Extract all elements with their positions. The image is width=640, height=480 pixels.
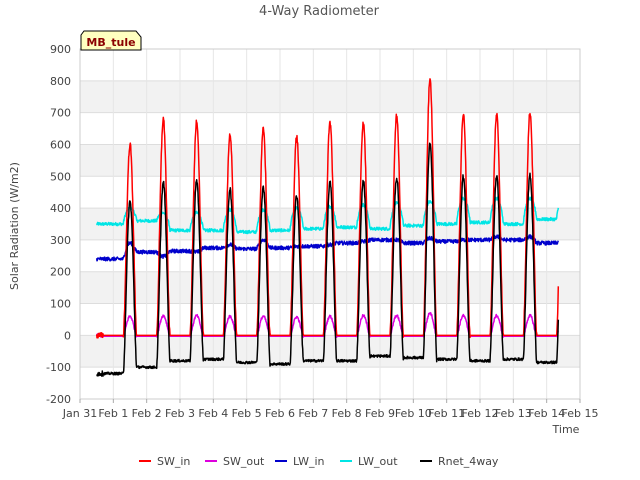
legend-item-sw-out: SW_out: [205, 455, 265, 468]
y-tick-label: 100: [50, 298, 71, 311]
plot-band: [80, 144, 580, 177]
legend-item-lw-out: LW_out: [340, 455, 398, 468]
legend-label: LW_out: [358, 455, 398, 468]
x-tick-label: Feb 11: [428, 407, 465, 420]
x-tick-label: Feb 5: [232, 407, 262, 420]
x-tick-label: Feb 2: [132, 407, 162, 420]
y-tick-label: 200: [50, 266, 71, 279]
x-tick-label: Feb 6: [265, 407, 295, 420]
legend-item-lw-in: LW_in: [275, 455, 325, 468]
plot-background: [80, 80, 580, 368]
y-tick-label: 300: [50, 234, 71, 247]
plot-band: [80, 80, 580, 113]
legend-label: SW_out: [223, 455, 265, 468]
x-tick-label: Feb 14: [528, 407, 565, 420]
plot-frame: [79, 48, 581, 400]
y-tick-label: 600: [50, 138, 71, 151]
x-tick-label: Feb 1: [98, 407, 128, 420]
series-line-sw-in: [95, 78, 560, 339]
y-tick-label: 0: [64, 329, 71, 342]
plot-band: [80, 271, 580, 304]
x-tick-label: Feb 9: [365, 407, 395, 420]
plot-band: [80, 335, 580, 368]
x-axis-label: Time: [552, 423, 580, 436]
y-axis-label: Solar Radiation (W/m2): [8, 162, 21, 290]
y-tick-label: 500: [50, 170, 71, 183]
legend-item-rnet-4way: Rnet_4way: [420, 455, 499, 468]
chart-title: 4-Way Radiometer: [259, 4, 380, 19]
legend-label: LW_in: [293, 455, 325, 468]
legend: SW_in SW_out LW_in LW_out Rnet_4way: [139, 455, 499, 468]
y-tick-label: -200: [46, 393, 71, 406]
x-tick-label: Feb 15: [562, 407, 599, 420]
y-tick-label: 900: [50, 43, 71, 56]
y-tick-label: -100: [46, 361, 71, 374]
series-lines: [95, 78, 560, 377]
legend-item-sw-in: SW_in: [139, 455, 190, 468]
y-tick-label: 700: [50, 107, 71, 120]
legend-label: SW_in: [157, 455, 190, 468]
series-line-sw-out: [95, 311, 559, 338]
legend-label: Rnet_4way: [438, 455, 499, 468]
x-tick-label: Feb 7: [298, 407, 328, 420]
site-badge-shape: [80, 30, 142, 51]
x-tick-label: Feb 12: [462, 407, 499, 420]
x-tick-label: Feb 4: [198, 407, 228, 420]
x-tick-label: Feb 13: [495, 407, 532, 420]
site-badge-label: MB_tule: [86, 36, 135, 49]
x-tick-label: Feb 3: [165, 407, 195, 420]
x-tick-label: Feb 8: [332, 407, 362, 420]
y-tick-label: 800: [50, 75, 71, 88]
x-tick-label: Jan 31: [62, 407, 97, 420]
y-tick-label: 400: [50, 202, 71, 215]
site-badge: MB_tule: [80, 30, 142, 51]
y-axis-ticks: -200 -100 0 100 200 300 400 500 600 700 800 900: [46, 43, 71, 406]
x-tick-label: Feb 10: [395, 407, 432, 420]
x-axis-ticks: Jan 31 Feb 1 Feb 2 Feb 3 Feb 4 Feb 5 Feb 6 Feb …: [62, 399, 599, 420]
series-line-rnet-4way: [96, 142, 560, 377]
